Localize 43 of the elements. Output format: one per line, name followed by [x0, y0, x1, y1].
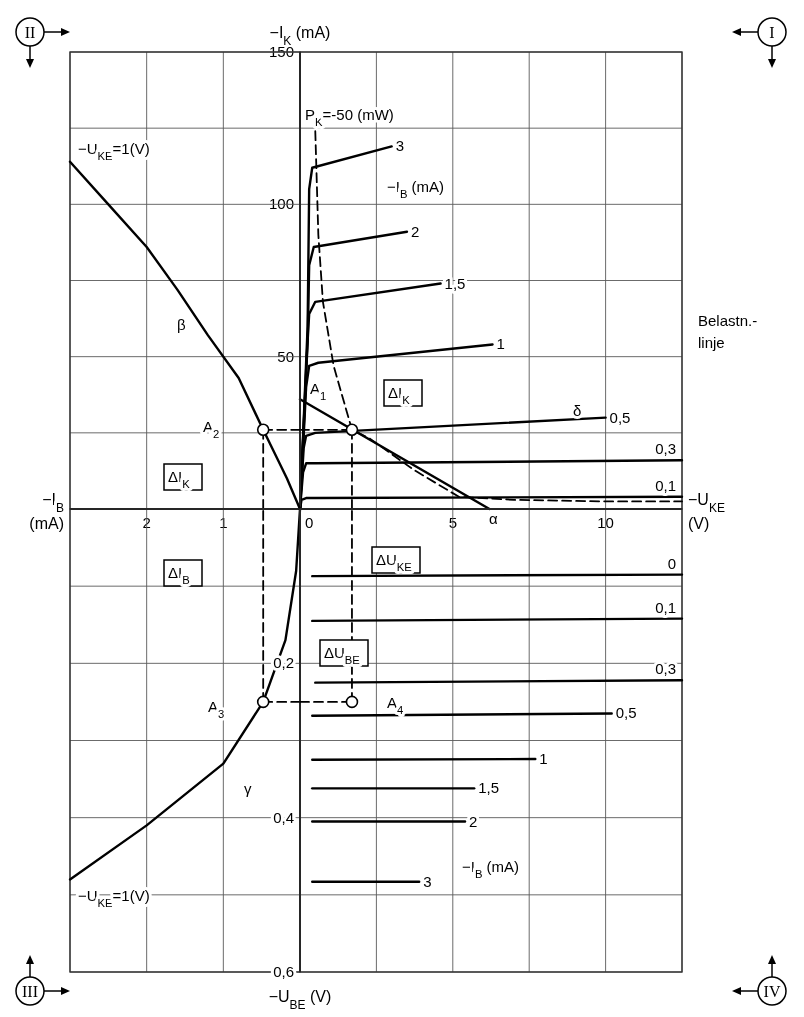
x-tick-label: 2	[142, 514, 151, 531]
y-tick-label: 50	[277, 347, 294, 365]
annotation: ΔI$_{B}$	[168, 564, 190, 586]
annotation: γ	[244, 780, 252, 797]
series-label: 1,5	[478, 779, 500, 797]
series-label: 1	[496, 335, 505, 353]
series-label: 0,1	[655, 476, 676, 494]
x-tick-label: 0	[305, 514, 314, 531]
annotation: α	[489, 510, 498, 527]
series-label: 2	[469, 812, 478, 830]
annotation: ΔU$_{KE}$	[376, 551, 413, 573]
series-label: −U$_{KE}$=1(V)	[78, 887, 150, 910]
text: IV	[763, 983, 781, 1000]
x-axis-title: −U$_{KE}$ (V)	[688, 491, 725, 532]
series-label: 3	[423, 872, 432, 890]
y-tick-label: 100	[268, 195, 294, 213]
series-label: 3	[395, 137, 405, 155]
x-tick-label: 10	[597, 514, 614, 531]
series-label: 0,1	[655, 598, 676, 616]
x-tick-label: 5	[448, 514, 457, 531]
series-label: 0	[667, 554, 676, 572]
y-axis-title: −U$_{BE}$ (V)	[268, 988, 332, 1012]
annotation: β	[177, 316, 186, 333]
series-label: 0,3	[655, 440, 676, 458]
text: Belastn.-linje	[698, 312, 758, 351]
series-label: −U$_{KE}$=1(V)	[78, 139, 150, 162]
y-tick-label: 0,4	[273, 808, 294, 826]
text: I	[769, 24, 775, 41]
annotation: δ	[573, 402, 582, 419]
series-label: 1	[539, 750, 548, 768]
series-label: 2	[410, 222, 420, 240]
series-label: 0,3	[655, 660, 676, 678]
annotation: ΔI$_{K}$	[388, 384, 411, 406]
annotation: A$_{4}$	[387, 694, 404, 716]
annotation: ΔU$_{BE}$	[324, 644, 361, 666]
annotation: P$_{K}$=-50 (mW)	[305, 106, 394, 128]
x-axis-title: −I$_{B}$ (mA)	[29, 491, 64, 532]
annotation: ΔI$_{K}$	[168, 468, 191, 490]
series-label: 0,5	[615, 704, 637, 722]
text: III	[22, 983, 38, 1000]
text: II	[24, 24, 36, 41]
y-axis-title: −I$_{K}$ (mA)	[269, 24, 331, 48]
series-label: 0,5	[609, 408, 631, 426]
